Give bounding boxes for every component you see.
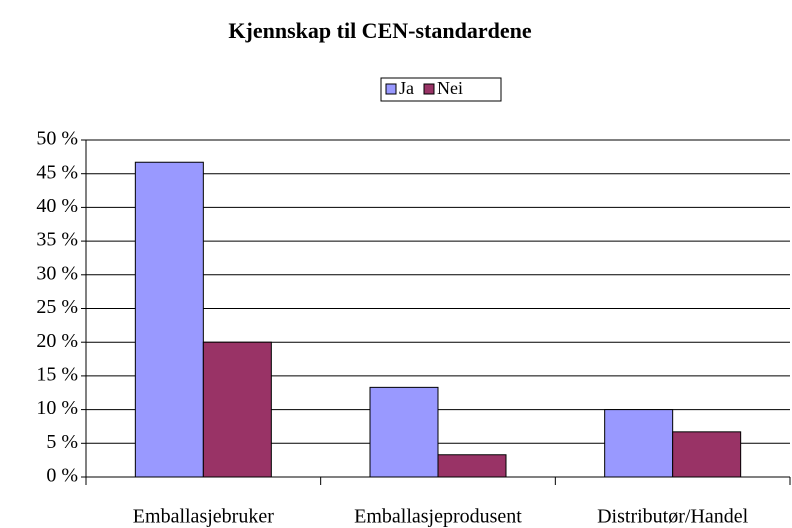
legend-swatch [385,83,397,95]
bar [672,431,742,478]
legend-label: Ja [399,78,414,98]
x-tick-label: Distributør/Handel [597,506,749,528]
y-tick-label: 35 % [36,229,78,251]
y-tick-label: 40 % [36,195,78,217]
y-tick-label: 50 % [36,128,78,150]
y-tick-label: 15 % [36,363,78,385]
bar [134,161,204,478]
bar [202,341,272,478]
x-tick-label: Emballasjebruker [133,506,274,528]
y-tick-label: 25 % [36,296,78,318]
y-tick-label: 10 % [36,397,78,419]
legend-box [380,77,502,102]
x-tick-label: Emballasjeprodusent [354,506,522,528]
legend-swatch [423,83,435,95]
y-tick-label: 5 % [46,431,78,453]
y-tick-label: 0 % [46,465,78,487]
chart-title: Kjennskap til CEN-standardene [228,18,531,43]
bar [369,386,439,478]
bar [437,454,507,478]
bar [604,409,674,478]
y-tick-label: 45 % [36,161,78,183]
y-tick-label: 20 % [36,330,78,352]
y-tick-label: 30 % [36,262,78,284]
legend-label: Nei [437,78,463,98]
